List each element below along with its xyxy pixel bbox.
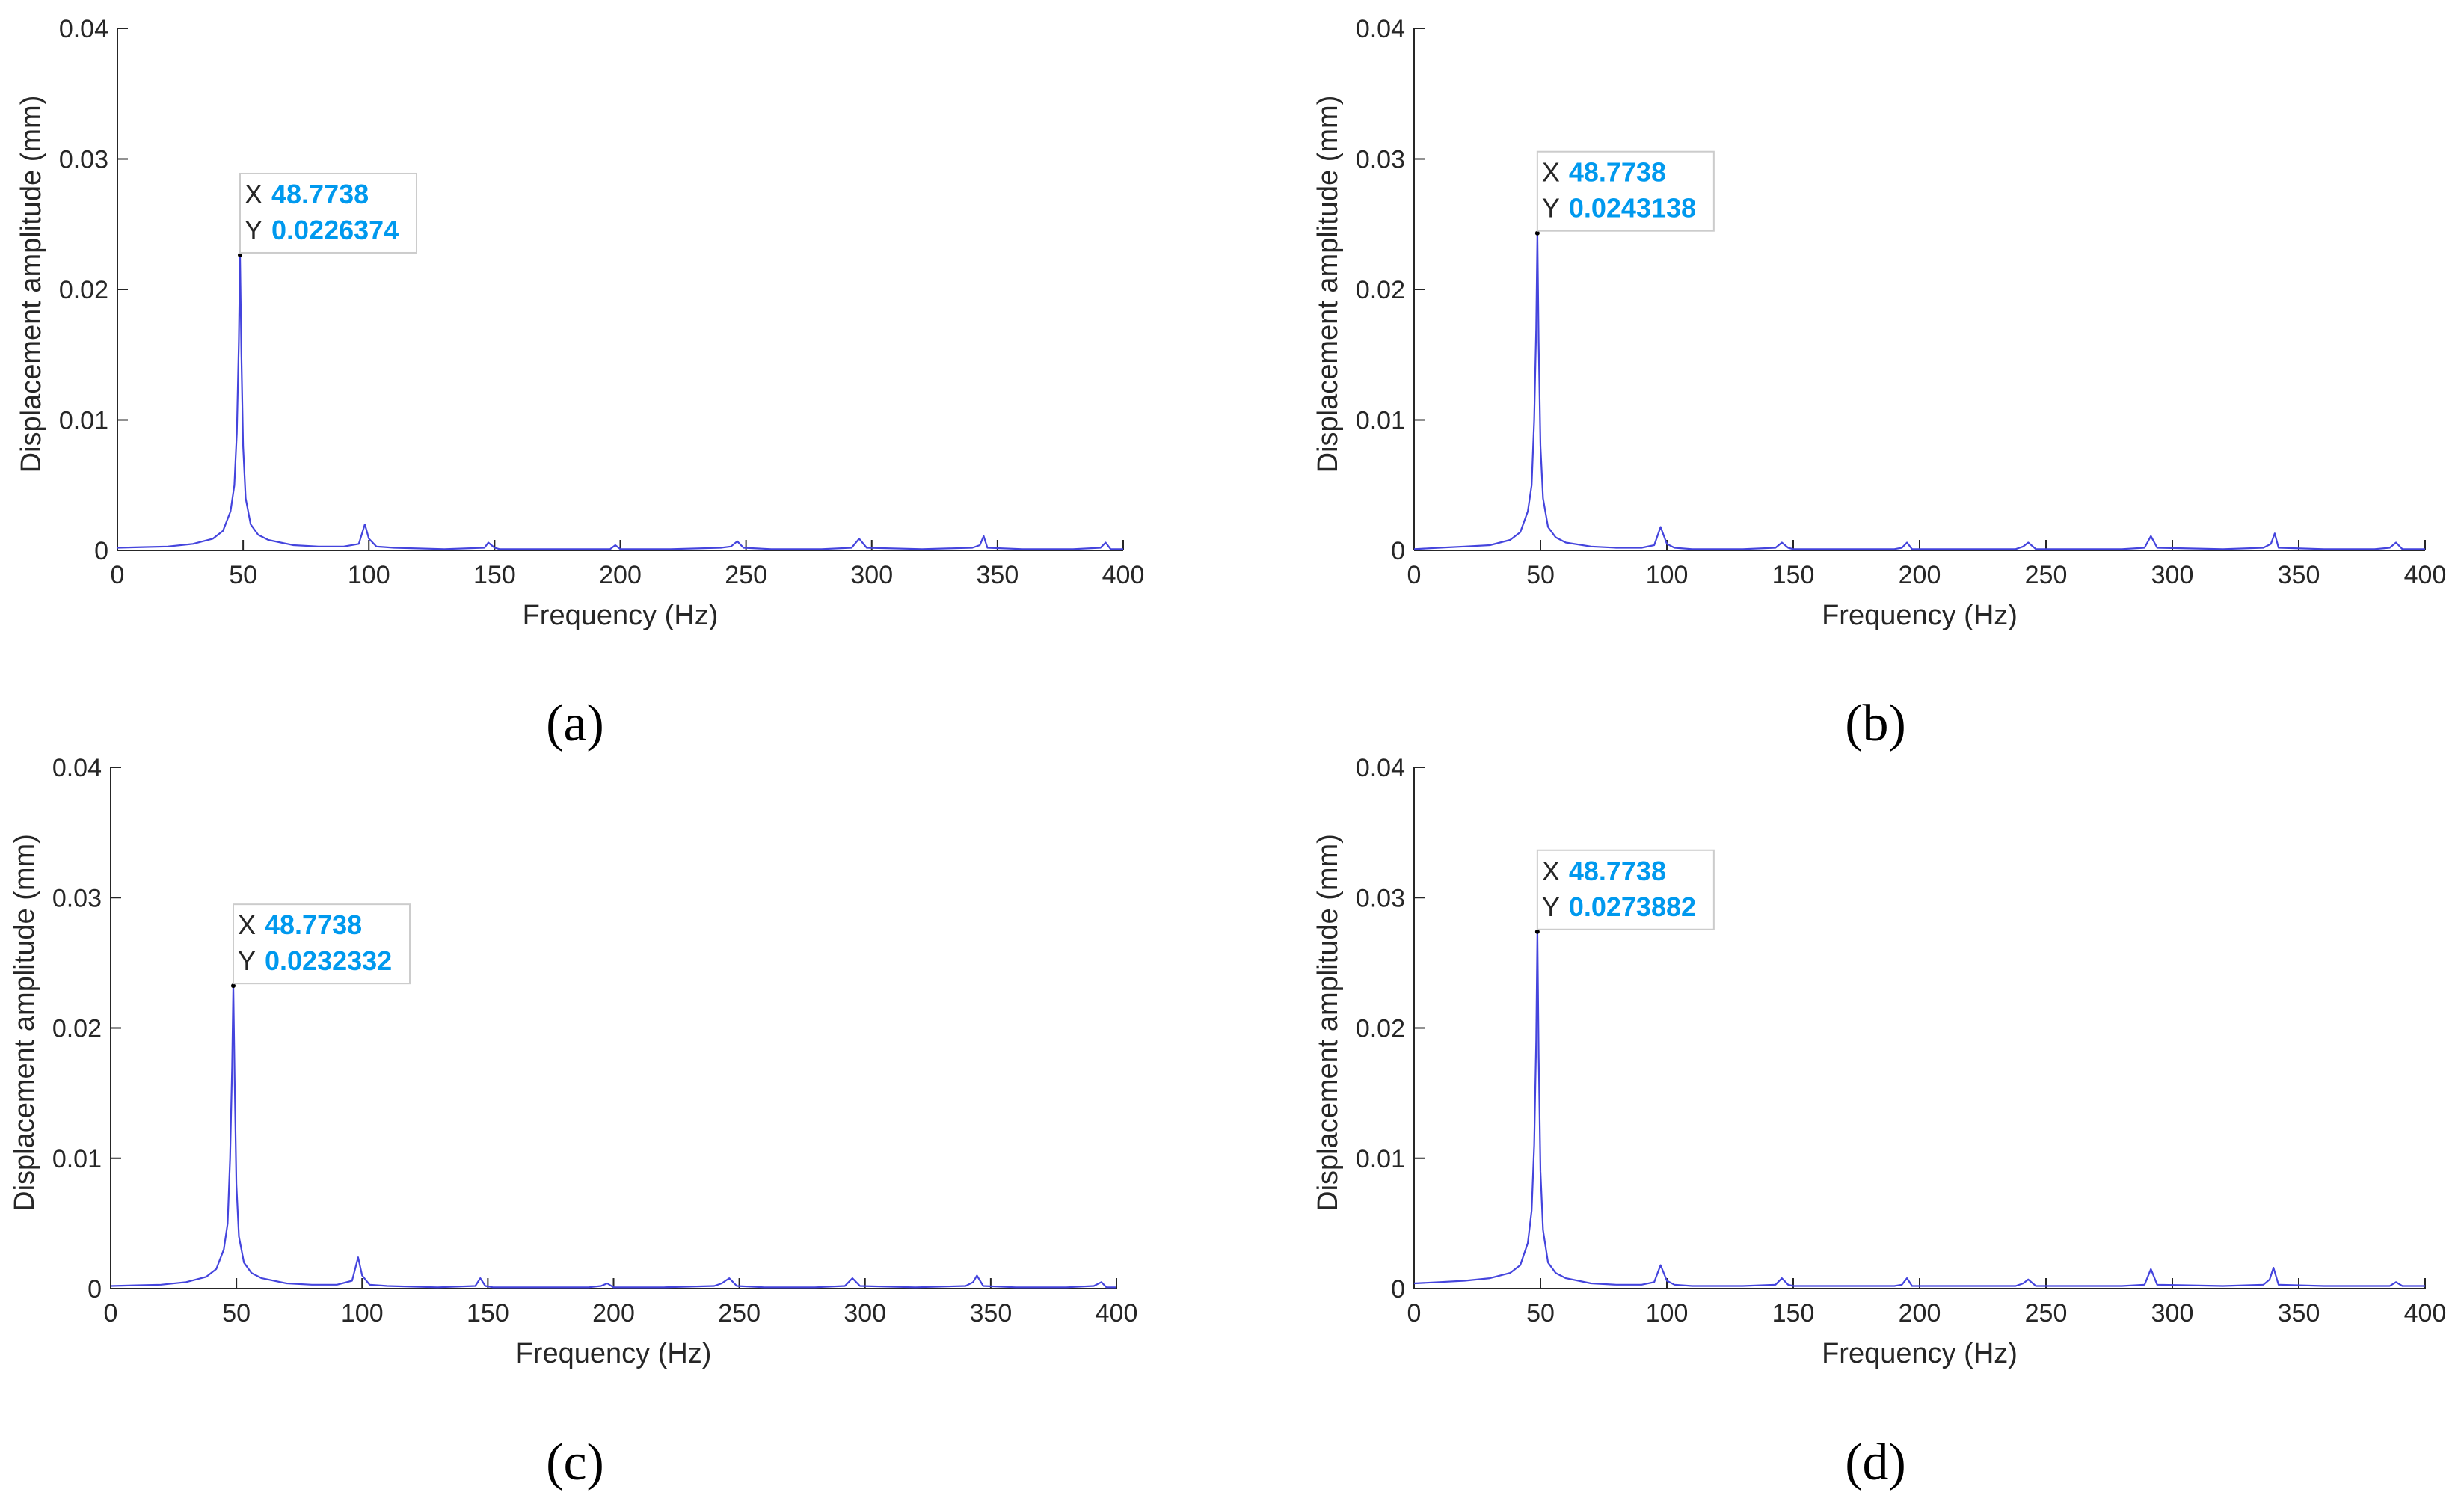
x-tick-label: 250: [2025, 1299, 2068, 1327]
datatip-y-key: Y: [245, 215, 262, 245]
x-tick-label: 150: [473, 561, 516, 589]
x-tick-label: 0: [1407, 1299, 1422, 1327]
datatip-y-value: 0.0243138: [1569, 193, 1696, 224]
y-tick-label: 0: [1391, 537, 1405, 565]
y-axis-label: Displacement amplitude (mm): [9, 834, 40, 1212]
x-tick-label: 0: [111, 561, 125, 589]
panel-label: (a): [546, 695, 604, 752]
y-tick-label: 0: [94, 537, 108, 565]
x-tick-label: 250: [725, 561, 767, 589]
chart-panel-4: 0 50 100 150 200 250 300 350 400 0 0.01 0.02 0.03 0.0…: [1312, 754, 2446, 1491]
datatip-y-value: 0.0226374: [271, 215, 399, 245]
x-tick-label: 200: [592, 1299, 635, 1327]
datatip-x-value: 48.7738: [1569, 157, 1666, 188]
datatip-y-value: 0.0232332: [265, 945, 392, 976]
datatip-x-value: 48.7738: [265, 909, 362, 940]
datatip-y-key: Y: [1542, 193, 1560, 224]
x-tick-label: 100: [1646, 561, 1689, 589]
chart-panel-1: 0 50 100 150 200 250 300 350 400 0 0.01 0.02 0.03 0.0…: [16, 15, 1144, 752]
y-tick-label: 0.04: [1356, 15, 1405, 43]
x-tick-label: 400: [2404, 561, 2447, 589]
x-tick-label: 250: [718, 1299, 761, 1327]
x-tick-label: 50: [229, 561, 257, 589]
x-tick-label: 350: [2278, 561, 2320, 589]
x-tick-label: 50: [222, 1299, 251, 1327]
datatip-y-value: 0.0273882: [1569, 891, 1696, 922]
x-tick-label: 150: [1772, 561, 1815, 589]
x-tick-label: 300: [850, 561, 893, 589]
x-tick-label: 200: [1899, 1299, 1941, 1327]
x-tick-label: 400: [1096, 1299, 1138, 1327]
series-line: [117, 255, 1123, 549]
x-tick-label: 0: [1407, 561, 1422, 589]
x-axis-label: Frequency (Hz): [523, 600, 719, 631]
chart-panel-2: 0 50 100 150 200 250 300 350 400 0 0.01 0.02 0.03 0.0…: [1312, 15, 2446, 752]
series-line: [1414, 233, 2425, 550]
x-tick-label: 100: [341, 1299, 384, 1327]
panel-label: (c): [546, 1434, 604, 1491]
datatip-y-key: Y: [238, 945, 256, 976]
x-tick-label: 200: [1899, 561, 1941, 589]
y-axis-label: Displacement amplitude (mm): [1312, 834, 1344, 1212]
datatip-x-key: X: [238, 909, 256, 940]
x-axis-label: Frequency (Hz): [1822, 600, 2018, 631]
series-line: [111, 986, 1116, 1287]
x-tick-label: 350: [970, 1299, 1013, 1327]
x-tick-label: 150: [467, 1299, 509, 1327]
datatip-x-key: X: [245, 179, 262, 209]
y-tick-label: 0.03: [1356, 884, 1405, 912]
y-tick-label: 0.01: [1356, 407, 1405, 435]
x-tick-label: 200: [599, 561, 642, 589]
x-tick-label: 350: [2278, 1299, 2320, 1327]
datatip-y-key: Y: [1542, 891, 1560, 922]
x-tick-label: 50: [1526, 561, 1555, 589]
x-tick-label: 100: [348, 561, 390, 589]
y-tick-label: 0: [87, 1275, 102, 1304]
x-tick-label: 300: [844, 1299, 886, 1327]
y-tick-label: 0.04: [1356, 754, 1405, 782]
y-tick-label: 0.02: [59, 276, 108, 304]
x-tick-label: 100: [1646, 1299, 1689, 1327]
datatip-x-value: 48.7738: [271, 179, 369, 209]
y-tick-label: 0.01: [52, 1145, 102, 1173]
y-tick-label: 0.02: [1356, 1015, 1405, 1043]
x-tick-label: 50: [1526, 1299, 1555, 1327]
panel-label: (b): [1845, 695, 1906, 752]
chart-panel-3: 0 50 100 150 200 250 300 350 400 0 0.01 0.02 0.03 0.0…: [9, 754, 1137, 1491]
x-tick-label: 300: [2151, 561, 2194, 589]
x-tick-label: 300: [2151, 1299, 2194, 1327]
y-tick-label: 0: [1391, 1275, 1405, 1304]
y-axis-label: Displacement amplitude (mm): [16, 96, 47, 473]
x-tick-label: 250: [2025, 561, 2068, 589]
y-tick-label: 0.01: [1356, 1145, 1405, 1173]
x-axis-label: Frequency (Hz): [1822, 1338, 2018, 1369]
y-tick-label: 0.04: [52, 754, 102, 782]
x-tick-label: 0: [104, 1299, 118, 1327]
y-tick-label: 0.02: [52, 1015, 102, 1043]
y-tick-label: 0.04: [59, 15, 108, 43]
x-axis-label: Frequency (Hz): [516, 1338, 712, 1369]
y-tick-label: 0.03: [59, 146, 108, 174]
y-tick-label: 0.01: [59, 407, 108, 435]
x-tick-label: 400: [1102, 561, 1145, 589]
y-tick-label: 0.02: [1356, 276, 1405, 304]
x-tick-label: 150: [1772, 1299, 1815, 1327]
panel-label: (d): [1845, 1434, 1906, 1491]
datatip-x-key: X: [1542, 856, 1560, 886]
y-axis-label: Displacement amplitude (mm): [1312, 96, 1344, 473]
y-tick-label: 0.03: [1356, 146, 1405, 174]
y-tick-label: 0.03: [52, 884, 102, 912]
series-line: [1414, 932, 2425, 1286]
x-tick-label: 350: [977, 561, 1019, 589]
datatip-x-key: X: [1542, 157, 1560, 188]
datatip-x-value: 48.7738: [1569, 856, 1666, 886]
x-tick-label: 400: [2404, 1299, 2447, 1327]
